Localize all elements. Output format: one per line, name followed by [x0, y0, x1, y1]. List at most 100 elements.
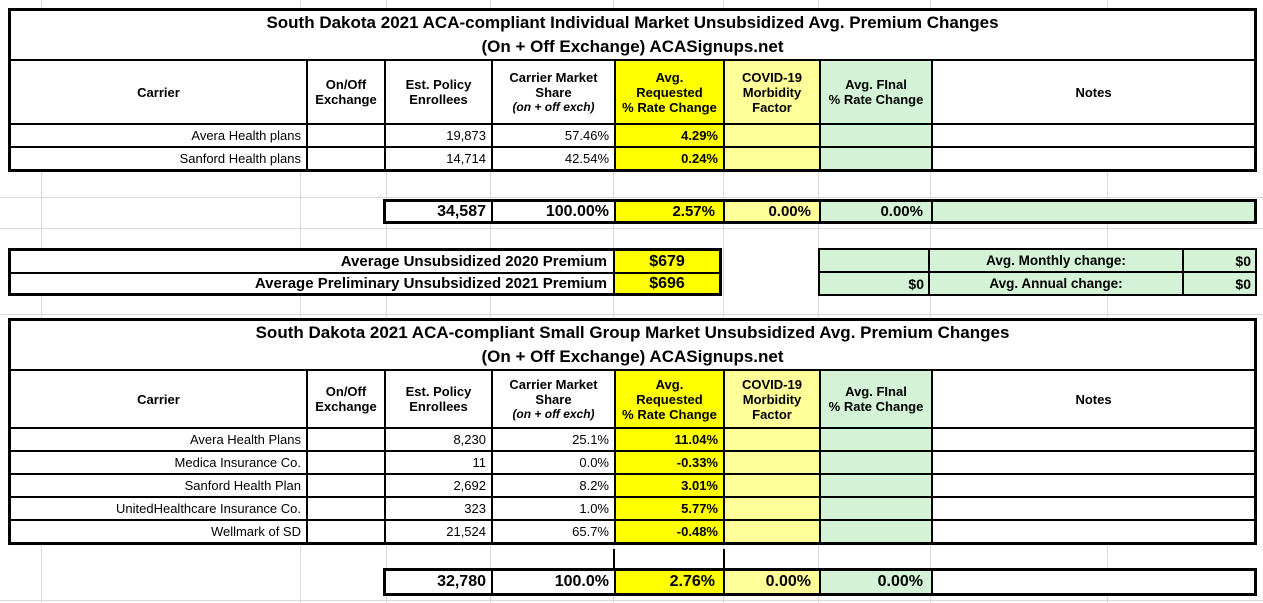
- total-enrollees-cell[interactable]: 34,587: [386, 202, 493, 221]
- notes-cell[interactable]: [933, 125, 1254, 146]
- total-final-cell[interactable]: 0.00%: [821, 202, 933, 221]
- covid-factor-cell[interactable]: [725, 498, 821, 519]
- premium-2020-value-cell[interactable]: $679: [613, 251, 719, 272]
- market-share-cell[interactable]: 25.1%: [493, 429, 616, 450]
- covid-morbidity-column-header[interactable]: COVID-19 Morbidity Factor: [725, 371, 821, 427]
- covid-factor-cell[interactable]: [725, 148, 821, 169]
- final-change-empty-cell[interactable]: [820, 250, 930, 271]
- requested-rate-cell[interactable]: -0.33%: [616, 452, 725, 473]
- notes-cell[interactable]: [933, 148, 1254, 169]
- requested-rate-cell[interactable]: -0.48%: [616, 521, 725, 542]
- final-rate-cell[interactable]: [821, 452, 933, 473]
- requested-rate-cell[interactable]: 5.77%: [616, 498, 725, 519]
- notes-column-header[interactable]: Notes: [1075, 84, 1112, 100]
- market-share-cell[interactable]: 8.2%: [493, 475, 616, 496]
- on-off-cell[interactable]: [308, 475, 386, 496]
- on-off-cell[interactable]: [308, 521, 386, 542]
- covid-factor-cell[interactable]: [725, 125, 821, 146]
- total-share-cell[interactable]: 100.0%: [493, 571, 616, 593]
- carrier-cell[interactable]: Wellmark of SD: [11, 521, 308, 542]
- final-rate-cell[interactable]: [821, 429, 933, 450]
- market-share-cell[interactable]: 42.54%: [493, 148, 616, 169]
- covid-factor-cell[interactable]: [725, 452, 821, 473]
- carrier-cell[interactable]: Sanford Health plans: [11, 148, 308, 169]
- carrier-cell[interactable]: UnitedHealthcare Insurance Co.: [11, 498, 308, 519]
- enrollees-cell[interactable]: 19,873: [386, 125, 493, 146]
- annual-change-label-cell[interactable]: Avg. Annual change:: [930, 273, 1184, 294]
- covid-morbidity-column-header[interactable]: COVID-19 Morbidity Factor: [725, 61, 821, 123]
- small-group-table-title[interactable]: South Dakota 2021 ACA-compliant Small Gr…: [11, 321, 1254, 371]
- on-off-exchange-column-header[interactable]: On/Off Exchange: [308, 61, 386, 123]
- premium-2021-value-cell[interactable]: $696: [613, 274, 719, 293]
- individual-table-title[interactable]: South Dakota 2021 ACA-compliant Individu…: [11, 11, 1254, 61]
- carrier-market-share-column-header[interactable]: Carrier Market Share (on + off exch): [493, 61, 616, 123]
- final-rate-cell[interactable]: [821, 521, 933, 542]
- requested-rate-cell[interactable]: 3.01%: [616, 475, 725, 496]
- enrollees-cell[interactable]: 323: [386, 498, 493, 519]
- covid-factor-cell[interactable]: [725, 475, 821, 496]
- enrollees-cell[interactable]: 11: [386, 452, 493, 473]
- avg-final-column-header[interactable]: Avg. FInal % Rate Change: [821, 371, 933, 427]
- notes-cell[interactable]: [933, 498, 1254, 519]
- covid-factor-cell[interactable]: [725, 521, 821, 542]
- requested-rate-cell[interactable]: 11.04%: [616, 429, 725, 450]
- on-off-cell[interactable]: [308, 429, 386, 450]
- on-off-cell[interactable]: [308, 452, 386, 473]
- annual-change-value-cell[interactable]: $0: [1235, 275, 1251, 292]
- total-covid-cell[interactable]: 0.00%: [725, 571, 821, 593]
- avg-final-column-header[interactable]: Avg. FInal % Rate Change: [821, 61, 933, 123]
- total-requested-cell[interactable]: 2.76%: [616, 571, 725, 593]
- final-change-value-cell[interactable]: $0: [820, 273, 930, 294]
- requested-rate-cell[interactable]: 0.24%: [616, 148, 725, 169]
- market-share-cell[interactable]: 65.7%: [493, 521, 616, 542]
- market-share-header-label: Carrier Market Share: [509, 377, 598, 407]
- final-rate-cell[interactable]: [821, 498, 933, 519]
- total-covid-cell[interactable]: 0.00%: [725, 202, 821, 221]
- notes-column-header[interactable]: Notes: [1075, 391, 1112, 407]
- notes-cell[interactable]: [933, 521, 1254, 542]
- monthly-change-value-cell[interactable]: $0: [1235, 252, 1251, 269]
- requested-rate-cell[interactable]: 4.29%: [616, 125, 725, 146]
- total-requested-cell[interactable]: 2.57%: [616, 202, 725, 221]
- total-enrollees-cell[interactable]: 32,780: [386, 571, 493, 593]
- total-notes-cell[interactable]: [933, 202, 1254, 221]
- market-share-cell[interactable]: 57.46%: [493, 125, 616, 146]
- enrollees-cell[interactable]: 8,230: [386, 429, 493, 450]
- premium-2020-label-cell[interactable]: Average Unsubsidized 2020 Premium: [340, 253, 607, 270]
- enrollees-cell[interactable]: 2,692: [386, 475, 493, 496]
- avg-requested-column-header[interactable]: Avg. Requested % Rate Change: [616, 61, 725, 123]
- enrollees-cell[interactable]: 21,524: [386, 521, 493, 542]
- est-policy-enrollees-column-header[interactable]: Est. Policy Enrollees: [386, 371, 493, 427]
- carrier-cell[interactable]: Avera Health Plans: [11, 429, 308, 450]
- carrier-column-header[interactable]: Carrier: [11, 61, 308, 123]
- on-off-cell[interactable]: [308, 125, 386, 146]
- total-share-cell[interactable]: 100.00%: [493, 202, 616, 221]
- final-rate-cell[interactable]: [821, 148, 933, 169]
- gridline: [0, 314, 1263, 315]
- annual-change-row: $0 Avg. Annual change: $0: [820, 273, 1255, 294]
- premium-2021-label-cell[interactable]: Average Preliminary Unsubsidized 2021 Pr…: [254, 275, 607, 292]
- carrier-column-header[interactable]: Carrier: [11, 371, 308, 427]
- total-final-cell[interactable]: 0.00%: [821, 571, 933, 593]
- on-off-exchange-column-header[interactable]: On/Off Exchange: [308, 371, 386, 427]
- carrier-cell[interactable]: Sanford Health Plan: [11, 475, 308, 496]
- on-off-cell[interactable]: [308, 148, 386, 169]
- gridline: [0, 228, 1263, 229]
- notes-cell[interactable]: [933, 429, 1254, 450]
- final-rate-cell[interactable]: [821, 125, 933, 146]
- notes-cell[interactable]: [933, 475, 1254, 496]
- on-off-cell[interactable]: [308, 498, 386, 519]
- market-share-cell[interactable]: 0.0%: [493, 452, 616, 473]
- monthly-change-label-cell[interactable]: Avg. Monthly change:: [930, 250, 1184, 271]
- covid-factor-cell[interactable]: [725, 429, 821, 450]
- notes-cell[interactable]: [933, 452, 1254, 473]
- avg-requested-column-header[interactable]: Avg. Requested % Rate Change: [616, 371, 725, 427]
- total-notes-cell[interactable]: [933, 571, 1254, 593]
- enrollees-cell[interactable]: 14,714: [386, 148, 493, 169]
- est-policy-enrollees-column-header[interactable]: Est. Policy Enrollees: [386, 61, 493, 123]
- carrier-cell[interactable]: Avera Health plans: [11, 125, 308, 146]
- carrier-market-share-column-header[interactable]: Carrier Market Share (on + off exch): [493, 371, 616, 427]
- final-rate-cell[interactable]: [821, 475, 933, 496]
- market-share-cell[interactable]: 1.0%: [493, 498, 616, 519]
- carrier-cell[interactable]: Medica Insurance Co.: [11, 452, 308, 473]
